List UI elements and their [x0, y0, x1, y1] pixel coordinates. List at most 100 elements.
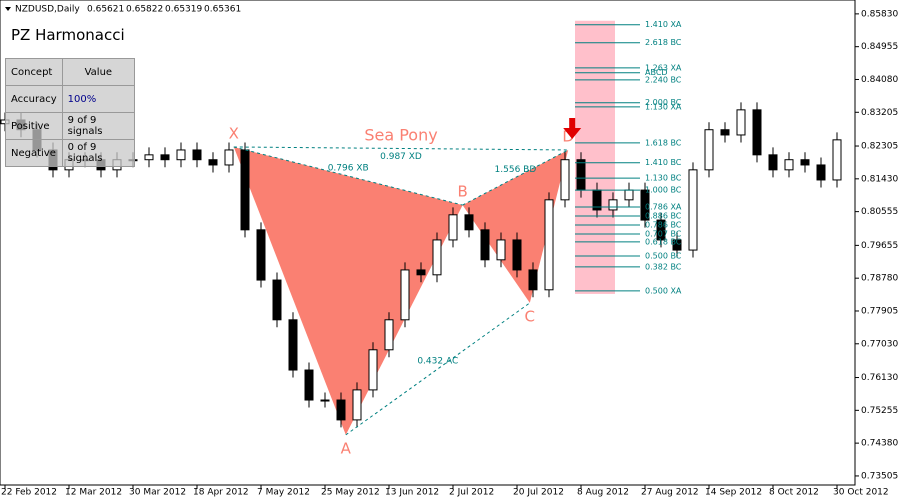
- candle-body: [656, 219, 666, 241]
- y-tick-label: 0.74380: [861, 439, 898, 449]
- candle-body: [832, 139, 842, 181]
- candle-body: [208, 159, 218, 166]
- pattern-triangle: [233, 146, 463, 435]
- cell: Positive: [5, 112, 63, 140]
- candle-body: [768, 154, 778, 171]
- level-label: 0.618 BC: [645, 237, 682, 246]
- x-tick-label: 30 Oct 2012: [833, 488, 889, 498]
- y-tick-label: 0.77905: [861, 306, 898, 316]
- cell: 0 of 9 signals: [61, 139, 136, 167]
- level-label: 0.500 XA: [645, 286, 682, 295]
- level-label: 2.240 BC: [645, 75, 682, 84]
- x-tick-label: 8 Oct 2012: [769, 488, 819, 498]
- cell: 9 of 9 signals: [61, 112, 136, 140]
- level-label: 1.410 BC: [645, 158, 682, 167]
- point-label: C: [525, 307, 535, 325]
- y-tick-label: 0.85830: [861, 9, 898, 19]
- ratio-label: 0.987 XD: [380, 152, 422, 162]
- x-tick-label: 20 Jul 2012: [513, 488, 564, 498]
- candle-body: [384, 319, 394, 351]
- x-tick-label: 14 Sep 2012: [705, 488, 762, 498]
- info-panel: PZ Harmonacci Concept Value Accuracy 100% …: [5, 18, 136, 167]
- panel-table: Concept Value Accuracy 100% Positive 9 of 9…: [5, 58, 136, 167]
- cell: Negative: [5, 139, 63, 167]
- candle-body: [160, 154, 170, 161]
- candle-body: [192, 149, 202, 161]
- x-tick-label: 12 Mar 2012: [65, 488, 122, 498]
- y-tick-label: 0.73505: [861, 471, 898, 481]
- x-tick-label: 18 Apr 2012: [193, 488, 249, 498]
- y-tick-label: 0.76130: [861, 373, 898, 383]
- candle-body: [672, 239, 682, 251]
- level-label: 1.410 XA: [645, 20, 682, 29]
- x-tick-label: 25 May 2012: [321, 488, 380, 498]
- ratio-label: 1.556 BD: [495, 165, 537, 175]
- y-tick-label: 0.77030: [861, 339, 898, 349]
- x-tick-label: 30 Mar 2012: [129, 488, 186, 498]
- candle-body: [560, 159, 570, 201]
- ratio-line: [233, 146, 569, 151]
- x-tick-label: 2 Jul 2012: [449, 488, 494, 498]
- ratio-label: 0.796 XB: [328, 164, 369, 174]
- candle-body: [640, 189, 650, 221]
- y-tick-label: 0.79655: [861, 241, 898, 251]
- ratio-label: 0.432 AC: [417, 356, 458, 366]
- candle-body: [784, 159, 794, 171]
- column-header: Concept: [5, 58, 63, 86]
- candle-body: [176, 149, 186, 161]
- candle-body: [400, 269, 410, 321]
- candle-body: [320, 399, 330, 402]
- point-label: B: [457, 183, 467, 201]
- candle-body: [352, 389, 362, 421]
- candle-body: [608, 199, 618, 211]
- panel-title: PZ Harmonacci: [5, 18, 135, 56]
- level-label: 1.130 BC: [645, 174, 682, 183]
- candle-body: [448, 214, 458, 241]
- candle-body: [368, 349, 378, 391]
- candle-body: [736, 109, 746, 136]
- candle-body: [464, 214, 474, 231]
- candle-body: [256, 229, 266, 281]
- candle-body: [496, 239, 506, 261]
- candle-body: [240, 149, 250, 231]
- pattern-name: Sea Pony: [364, 125, 437, 144]
- ohlc-value: 0.65361: [204, 5, 241, 15]
- y-tick-label: 0.83205: [861, 108, 898, 118]
- column-header: Value: [61, 58, 136, 86]
- candle-body: [752, 109, 762, 156]
- level-label: 0.500 BC: [645, 252, 682, 261]
- candle-body: [432, 239, 442, 276]
- candle-body: [544, 199, 554, 291]
- chart-header: NZDUSD,Daily 0.65621 0.65822 0.65319 0.6536…: [5, 5, 241, 15]
- candle-body: [304, 369, 314, 401]
- x-tick-label: 27 Aug 2012: [641, 488, 699, 498]
- level-label: 0.886 BC: [645, 211, 682, 220]
- target-zone: [575, 20, 615, 294]
- cell: Accuracy: [5, 85, 63, 113]
- y-tick-label: 0.80555: [861, 207, 898, 217]
- level-label: 0.382 BC: [645, 262, 682, 271]
- candle-body: [512, 239, 522, 271]
- level-label: 1.130 XA: [645, 102, 682, 111]
- level-label: 0.786 XA: [645, 202, 682, 211]
- x-tick-label: 22 Feb 2012: [1, 488, 57, 498]
- ohlc-value: 0.65822: [126, 5, 163, 15]
- candle-body: [576, 159, 586, 191]
- level-label: 1.000 BC: [645, 186, 682, 195]
- y-tick-label: 0.82305: [861, 142, 898, 152]
- point-label: A: [341, 439, 352, 457]
- ratio-line: [462, 149, 569, 206]
- y-tick-label: 0.84955: [861, 42, 898, 52]
- sell-arrow: [563, 117, 582, 139]
- ohlc-value: 0.65319: [165, 5, 202, 15]
- point-label: D: [562, 127, 574, 145]
- candle-body: [720, 129, 730, 136]
- level-label: 1.263 XA: [645, 63, 682, 72]
- x-tick-label: 7 May 2012: [257, 488, 310, 498]
- candle-body: [272, 279, 282, 321]
- candle-body: [624, 189, 634, 201]
- candle-body: [144, 154, 154, 161]
- pattern-triangle: [462, 149, 569, 303]
